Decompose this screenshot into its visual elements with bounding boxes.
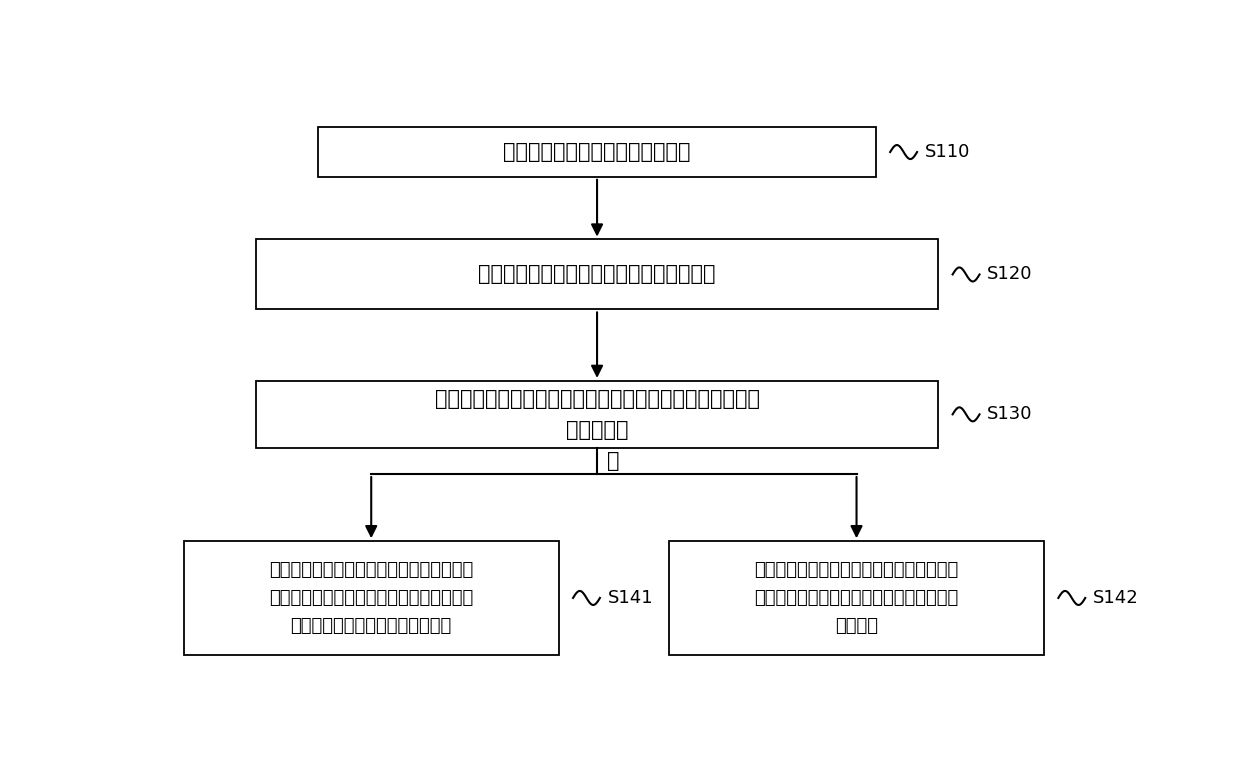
Text: 是: 是: [606, 450, 619, 471]
Text: 根据运行状态参数确定地铁车门的当前位置: 根据运行状态参数确定地铁车门的当前位置: [479, 264, 715, 285]
Bar: [184, 541, 558, 655]
Bar: [255, 239, 939, 310]
Text: S110: S110: [925, 143, 970, 161]
Text: 如果确定地铁车门遇到障碍物的次数小于设
定阈值，控制车门驱动电机驱动地铁车门打
开预设距离后，驱动地铁车门关闭: 如果确定地铁车门遇到障碍物的次数小于设 定阈值，控制车门驱动电机驱动地铁车门打 …: [269, 561, 474, 635]
Text: S120: S120: [987, 266, 1033, 283]
Text: 根据运行状态参数和地铁车门的当前位置确定地铁车门是否
遇到障碍物: 根据运行状态参数和地铁车门的当前位置确定地铁车门是否 遇到障碍物: [434, 389, 760, 440]
Bar: [670, 541, 1044, 655]
Text: S130: S130: [987, 405, 1033, 423]
Bar: [319, 127, 875, 177]
Bar: [255, 381, 939, 448]
Text: 获取车门驱动电机的运行状态参数: 获取车门驱动电机的运行状态参数: [503, 142, 691, 162]
Text: S142: S142: [1092, 589, 1138, 607]
Text: 如果确定地铁车门遇到障碍物的次数大于等
于设定阈值，则控制车门驱动电机驱动地铁
车门打开: 如果确定地铁车门遇到障碍物的次数大于等 于设定阈值，则控制车门驱动电机驱动地铁 …: [754, 561, 959, 635]
Text: S141: S141: [608, 589, 653, 607]
